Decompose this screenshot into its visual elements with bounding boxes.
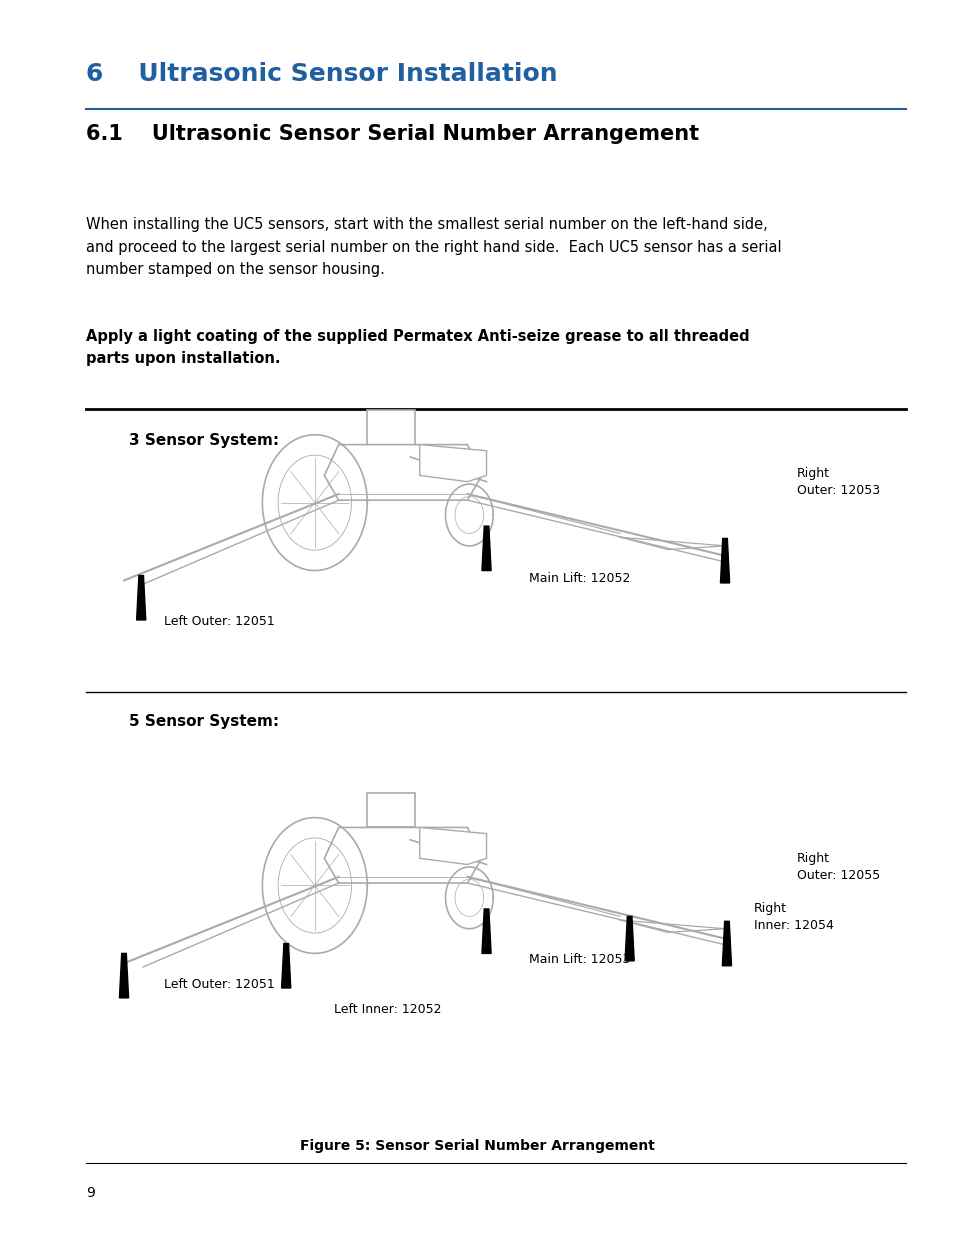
Text: Right
Outer: 12053: Right Outer: 12053 — [796, 467, 879, 496]
Text: 9: 9 — [86, 1186, 94, 1199]
Polygon shape — [720, 538, 729, 583]
Text: Figure 5: Sensor Serial Number Arrangement: Figure 5: Sensor Serial Number Arrangeme… — [299, 1139, 654, 1152]
Polygon shape — [367, 410, 415, 445]
Text: Main Lift: 12053: Main Lift: 12053 — [529, 953, 630, 967]
Polygon shape — [367, 793, 415, 827]
Text: Right
Outer: 12055: Right Outer: 12055 — [796, 852, 879, 882]
Polygon shape — [119, 953, 129, 998]
Polygon shape — [419, 827, 486, 864]
Polygon shape — [481, 909, 491, 953]
Text: Left Outer: 12051: Left Outer: 12051 — [164, 615, 274, 629]
Text: Left Outer: 12051: Left Outer: 12051 — [164, 978, 274, 992]
Text: Main Lift: 12052: Main Lift: 12052 — [529, 572, 630, 585]
Text: 6    Ultrasonic Sensor Installation: 6 Ultrasonic Sensor Installation — [86, 62, 557, 85]
Polygon shape — [324, 445, 481, 500]
Polygon shape — [721, 921, 731, 966]
Text: Left Inner: 12052: Left Inner: 12052 — [334, 1003, 441, 1016]
Text: 6.1    Ultrasonic Sensor Serial Number Arrangement: 6.1 Ultrasonic Sensor Serial Number Arra… — [86, 124, 699, 143]
Polygon shape — [481, 526, 491, 571]
Text: Right
Inner: 12054: Right Inner: 12054 — [753, 902, 833, 931]
Polygon shape — [419, 445, 486, 482]
Polygon shape — [324, 827, 481, 883]
Polygon shape — [624, 916, 634, 961]
Polygon shape — [136, 576, 146, 620]
Text: When installing the UC5 sensors, start with the smallest serial number on the le: When installing the UC5 sensors, start w… — [86, 217, 781, 277]
Text: Apply a light coating of the supplied Permatex Anti-seize grease to all threaded: Apply a light coating of the supplied Pe… — [86, 329, 749, 366]
Polygon shape — [281, 944, 291, 988]
Text: 3 Sensor System:: 3 Sensor System: — [129, 433, 278, 448]
Text: 5 Sensor System:: 5 Sensor System: — [129, 714, 278, 729]
